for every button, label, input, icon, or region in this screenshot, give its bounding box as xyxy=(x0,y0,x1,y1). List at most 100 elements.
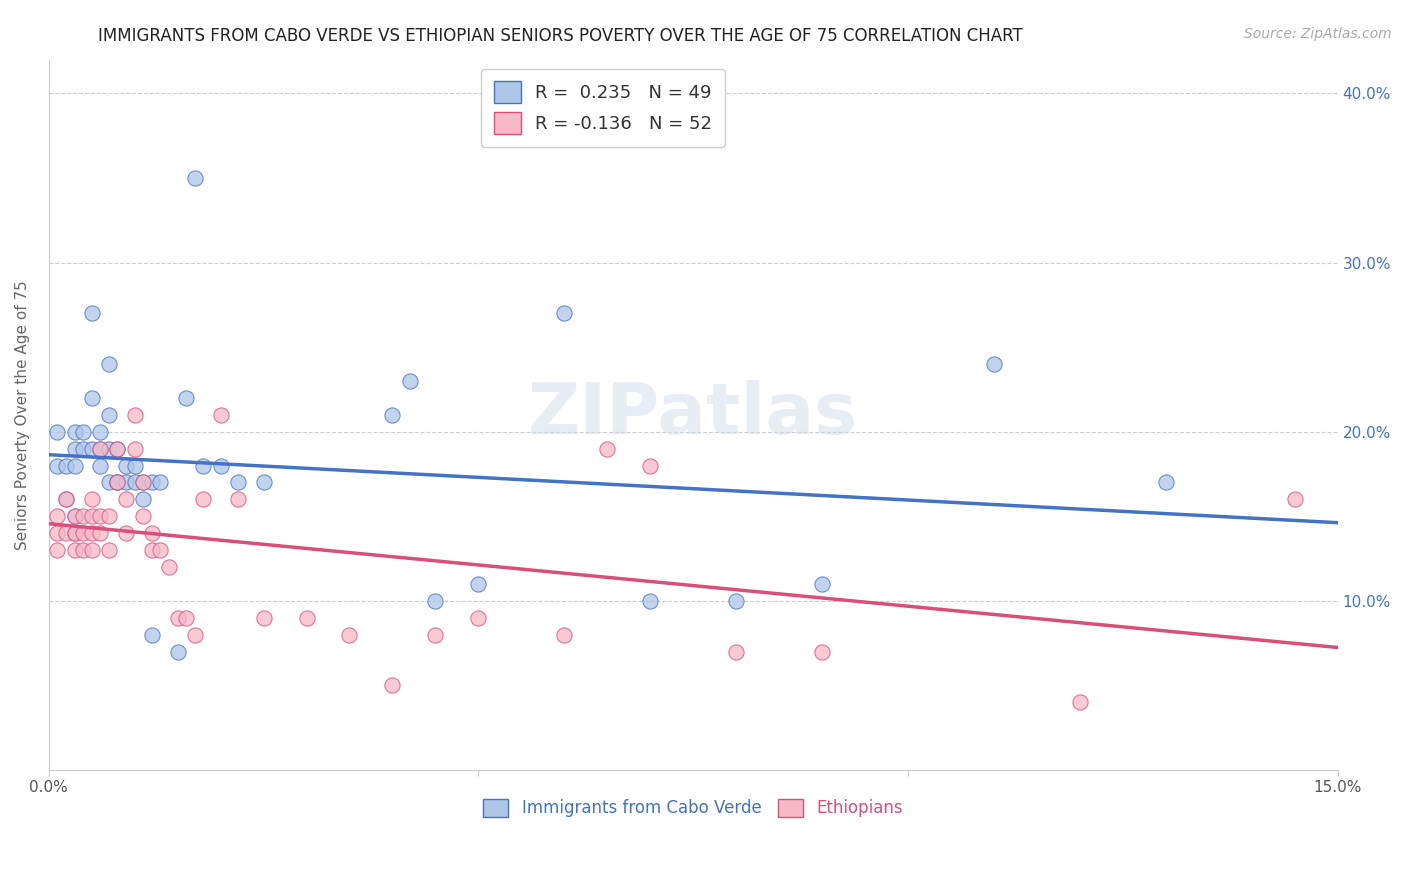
Point xyxy=(55,492,77,507)
Point xyxy=(89,458,111,473)
Y-axis label: Seniors Poverty Over the Age of 75: Seniors Poverty Over the Age of 75 xyxy=(15,280,30,549)
Point xyxy=(97,408,120,422)
Point xyxy=(80,442,103,456)
Point xyxy=(80,391,103,405)
Text: IMMIGRANTS FROM CABO VERDE VS ETHIOPIAN SENIORS POVERTY OVER THE AGE OF 75 CORRE: IMMIGRANTS FROM CABO VERDE VS ETHIOPIAN … xyxy=(98,27,1024,45)
Point xyxy=(63,543,86,558)
Point xyxy=(115,492,138,507)
Point xyxy=(97,475,120,490)
Point xyxy=(97,509,120,524)
Point xyxy=(55,492,77,507)
Point xyxy=(80,509,103,524)
Point xyxy=(80,492,103,507)
Point xyxy=(46,425,69,439)
Text: Source: ZipAtlas.com: Source: ZipAtlas.com xyxy=(1244,27,1392,41)
Point xyxy=(107,475,129,490)
Point xyxy=(149,475,172,490)
Point xyxy=(166,611,188,625)
Point xyxy=(553,306,575,320)
Point xyxy=(141,475,163,490)
Point xyxy=(89,425,111,439)
Point xyxy=(157,560,180,574)
Point xyxy=(132,475,155,490)
Point xyxy=(80,306,103,320)
Point xyxy=(72,509,94,524)
Point xyxy=(141,526,163,541)
Point xyxy=(381,678,404,692)
Point xyxy=(553,628,575,642)
Point xyxy=(107,442,129,456)
Point xyxy=(115,526,138,541)
Point xyxy=(252,475,274,490)
Point xyxy=(467,577,489,591)
Point xyxy=(149,543,172,558)
Legend: Immigrants from Cabo Verde, Ethiopians: Immigrants from Cabo Verde, Ethiopians xyxy=(475,790,911,826)
Point xyxy=(811,577,834,591)
Point xyxy=(252,611,274,625)
Point xyxy=(72,543,94,558)
Point xyxy=(1069,695,1091,709)
Point xyxy=(398,374,420,388)
Point xyxy=(63,458,86,473)
Point xyxy=(80,526,103,541)
Point xyxy=(97,357,120,371)
Point xyxy=(184,171,207,186)
Point xyxy=(46,543,69,558)
Point xyxy=(63,509,86,524)
Point xyxy=(638,458,661,473)
Point xyxy=(63,526,86,541)
Point xyxy=(467,611,489,625)
Point xyxy=(193,492,215,507)
Point xyxy=(381,408,404,422)
Point xyxy=(63,526,86,541)
Point xyxy=(174,611,197,625)
Point xyxy=(339,628,361,642)
Point xyxy=(226,475,249,490)
Point xyxy=(89,509,111,524)
Point xyxy=(89,442,111,456)
Point xyxy=(89,526,111,541)
Point xyxy=(97,442,120,456)
Point xyxy=(141,628,163,642)
Point xyxy=(193,458,215,473)
Point xyxy=(89,442,111,456)
Point xyxy=(174,391,197,405)
Point xyxy=(132,475,155,490)
Point xyxy=(725,644,748,658)
Point xyxy=(46,458,69,473)
Point xyxy=(209,458,232,473)
Point xyxy=(132,509,155,524)
Point xyxy=(72,425,94,439)
Point xyxy=(811,644,834,658)
Point xyxy=(97,543,120,558)
Point xyxy=(209,408,232,422)
Point xyxy=(124,408,146,422)
Point xyxy=(46,509,69,524)
Point xyxy=(63,425,86,439)
Point xyxy=(115,475,138,490)
Point xyxy=(983,357,1005,371)
Point xyxy=(80,543,103,558)
Point xyxy=(295,611,318,625)
Point xyxy=(166,644,188,658)
Point xyxy=(596,442,619,456)
Point xyxy=(107,475,129,490)
Point xyxy=(63,509,86,524)
Point xyxy=(132,492,155,507)
Point xyxy=(107,475,129,490)
Point xyxy=(55,526,77,541)
Point xyxy=(124,458,146,473)
Point xyxy=(115,458,138,473)
Point xyxy=(1154,475,1177,490)
Point xyxy=(638,594,661,608)
Point xyxy=(55,458,77,473)
Point xyxy=(725,594,748,608)
Point xyxy=(184,628,207,642)
Point xyxy=(1284,492,1306,507)
Point xyxy=(141,543,163,558)
Point xyxy=(107,442,129,456)
Point xyxy=(226,492,249,507)
Point xyxy=(63,442,86,456)
Point xyxy=(72,526,94,541)
Point xyxy=(124,442,146,456)
